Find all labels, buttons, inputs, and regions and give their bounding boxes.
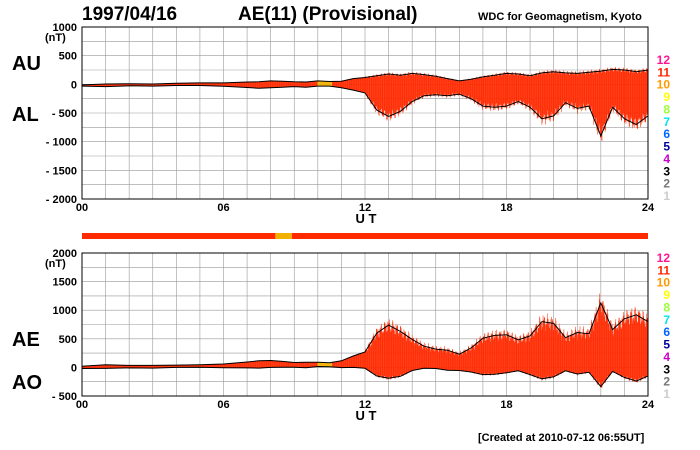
series-line-ae xyxy=(81,301,649,367)
y-tick-label: - 500 xyxy=(52,108,77,120)
y-axis-unit: (nT) xyxy=(45,258,66,270)
x-tick-label: 18 xyxy=(500,202,512,214)
chart-title: AE(11) (Provisional) xyxy=(238,4,418,25)
y-tick-label: - 500 xyxy=(52,391,77,403)
legend-item: 1 xyxy=(663,189,670,203)
legend-item: 5 xyxy=(663,338,670,352)
organization-label: WDC for Geomagnetism, Kyoto xyxy=(478,11,642,23)
legend-item: 7 xyxy=(663,115,670,129)
y-tick-label: 1500 xyxy=(53,277,77,289)
legend-item: 1 xyxy=(663,387,670,401)
x-tick-label: 18 xyxy=(500,399,512,411)
x-tick-label: 24 xyxy=(642,399,655,411)
series-line-ao xyxy=(81,365,649,388)
legend-item: 10 xyxy=(657,276,671,290)
legend-item: 8 xyxy=(663,300,670,314)
y-tick-label: 500 xyxy=(59,51,77,63)
y-tick-label: - 1500 xyxy=(46,165,77,177)
status-strip-segment xyxy=(291,233,648,239)
legend-item: 2 xyxy=(663,375,670,389)
legend-item: 8 xyxy=(663,102,670,116)
legend-item: 12 xyxy=(657,53,671,67)
legend-item: 6 xyxy=(663,127,670,141)
legend-item: 12 xyxy=(657,251,671,265)
series-line-al xyxy=(81,85,649,138)
ao-label: AO xyxy=(12,372,42,394)
chart-date: 1997/04/16 xyxy=(82,4,178,25)
legend-item: 11 xyxy=(657,263,670,277)
y-tick-label: 1000 xyxy=(53,22,77,34)
legend-item: 4 xyxy=(663,350,670,364)
plot-frame xyxy=(81,252,649,397)
status-strip-segment xyxy=(275,233,292,239)
series-band xyxy=(81,293,649,388)
x-tick-label: 06 xyxy=(217,399,229,411)
legend-item: 5 xyxy=(663,140,670,154)
legend-item: 3 xyxy=(663,362,670,376)
series-line-au xyxy=(81,68,649,86)
ae-label: AE xyxy=(12,329,40,351)
plot-frame xyxy=(81,26,649,200)
al-label: AL xyxy=(12,104,39,126)
x-tick-label: 06 xyxy=(217,202,229,214)
y-tick-label: 0 xyxy=(71,79,77,91)
x-tick-label: 00 xyxy=(76,399,88,411)
x-tick-label: 12 xyxy=(359,202,371,214)
y-tick-label: - 2000 xyxy=(46,194,77,206)
x-tick-label: 12 xyxy=(359,399,371,411)
status-strip-segment xyxy=(82,233,276,239)
legend-item: 9 xyxy=(663,288,670,302)
au-label: AU xyxy=(12,53,41,75)
x-axis-label: U T xyxy=(356,211,377,226)
x-axis-label: U T xyxy=(356,408,377,423)
y-tick-label: 2000 xyxy=(53,248,77,260)
legend-item: 10 xyxy=(657,78,671,92)
legend-item: 6 xyxy=(663,325,670,339)
y-tick-label: 1000 xyxy=(53,305,77,317)
y-tick-label: 500 xyxy=(59,334,77,346)
x-tick-label: 00 xyxy=(76,202,88,214)
legend-item: 9 xyxy=(663,90,670,104)
legend-item: 7 xyxy=(663,313,670,327)
created-timestamp: [Created at 2010-07-12 06:55UT] xyxy=(478,432,645,444)
legend-item: 11 xyxy=(657,65,670,79)
legend-item: 2 xyxy=(663,177,670,191)
y-tick-label: - 1000 xyxy=(46,137,77,149)
legend-item: 4 xyxy=(663,152,670,166)
y-axis-unit: (nT) xyxy=(45,32,66,44)
x-tick-label: 24 xyxy=(642,202,655,214)
y-tick-label: 0 xyxy=(71,362,77,374)
legend-item: 3 xyxy=(663,164,670,178)
